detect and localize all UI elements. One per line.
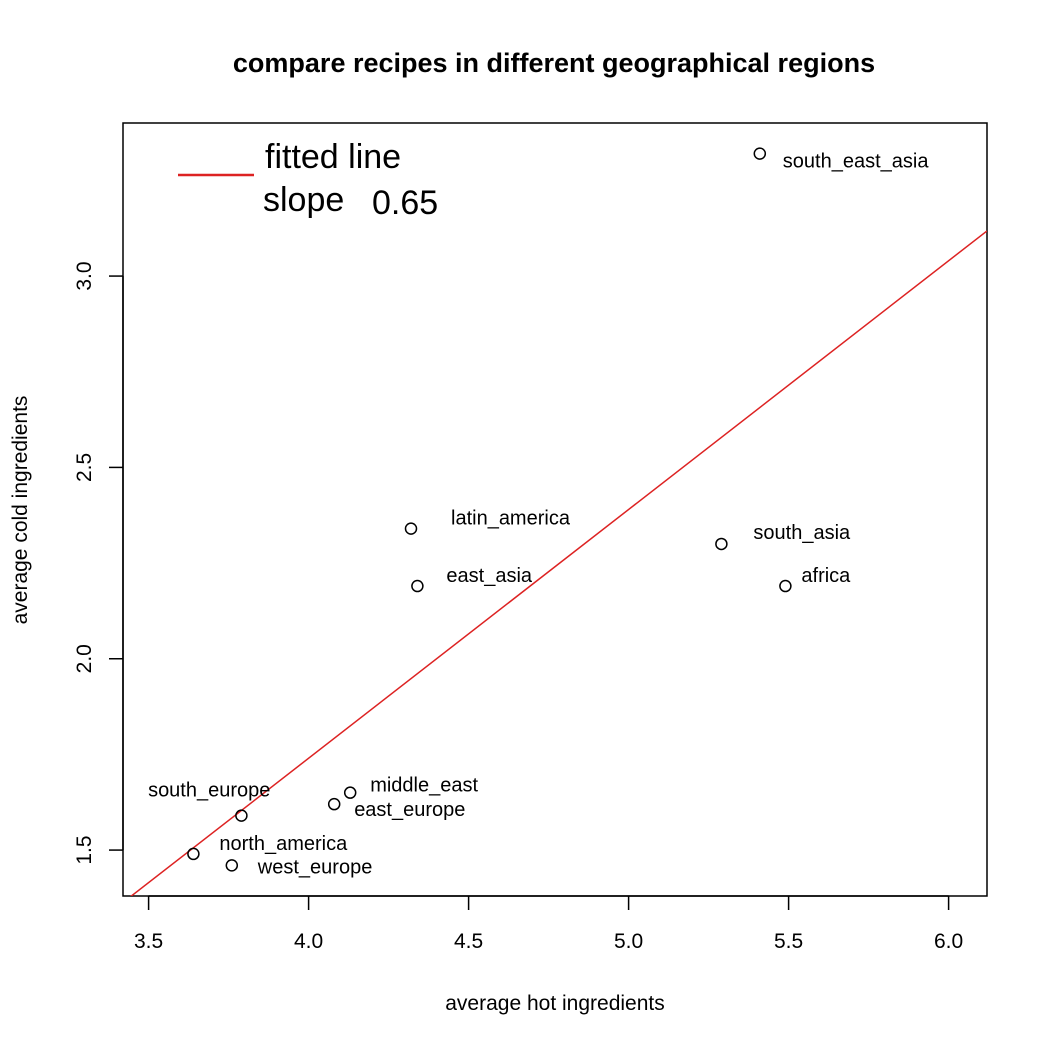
points-layer: south_east_asia latin_america south_asiaea… [148, 147, 930, 878]
point-south_europe [235, 809, 248, 822]
point-label-west_europe: west_europe [257, 856, 373, 878]
chart-title: compare recipes in different geographica… [233, 48, 875, 78]
point-south_east_asia [753, 147, 767, 160]
point-label-south_asia: south_asia [753, 522, 851, 544]
x-axis-label: average hot ingredients [445, 992, 665, 1015]
x-tick-label: 5.5 [774, 930, 803, 953]
x-tick-label: 4.0 [294, 930, 323, 953]
point-east_asia [411, 579, 424, 593]
point-label-north_america: north_america [219, 833, 348, 855]
legend-line2: slope [263, 181, 344, 219]
x-tick-label: 5.0 [614, 930, 643, 953]
point-label-south_east_asia: south_east_asia [783, 151, 930, 173]
point-north_america [187, 847, 200, 861]
point-label-south_europe: south_europe [148, 780, 270, 802]
point-south_asia [715, 537, 728, 551]
point-middle_east [343, 786, 357, 799]
x-tick-label: 4.5 [454, 930, 483, 953]
y-tick-label: 2.5 [73, 453, 96, 482]
point-east_europe [327, 797, 341, 811]
point-africa [779, 579, 792, 593]
y-tick-label: 1.5 [73, 835, 96, 864]
point-label-africa: africa [801, 565, 851, 587]
x-tick-label: 3.5 [134, 930, 163, 953]
fitted-line-layer [130, 230, 987, 896]
point-label-middle_east: middle_east [370, 775, 478, 797]
y-tick-label: 2.0 [73, 644, 96, 673]
x-tick-label: 6.0 [934, 930, 963, 953]
point-west_europe [225, 859, 239, 872]
legend-line1: fitted line [265, 138, 401, 176]
point-label-east_europe: east_europe [354, 799, 465, 821]
point-latin_america [404, 522, 418, 535]
y-axis-label: average cold ingredients [9, 396, 32, 625]
point-label-east_asia: east_asia [446, 565, 532, 587]
y-tick-label: 3.0 [73, 261, 96, 290]
legend-slope-value: 0.65 [372, 184, 438, 222]
legend: fitted line slope 0.65 [178, 138, 438, 222]
y-axis: 1.5 2.0 2.5 3.0 [73, 261, 124, 865]
point-label-latin_america: latin_america [451, 508, 571, 530]
fitted-line [130, 230, 987, 896]
x-axis: 3.5 4.0 4.5 5.0 5.5 6.0 [134, 895, 963, 953]
